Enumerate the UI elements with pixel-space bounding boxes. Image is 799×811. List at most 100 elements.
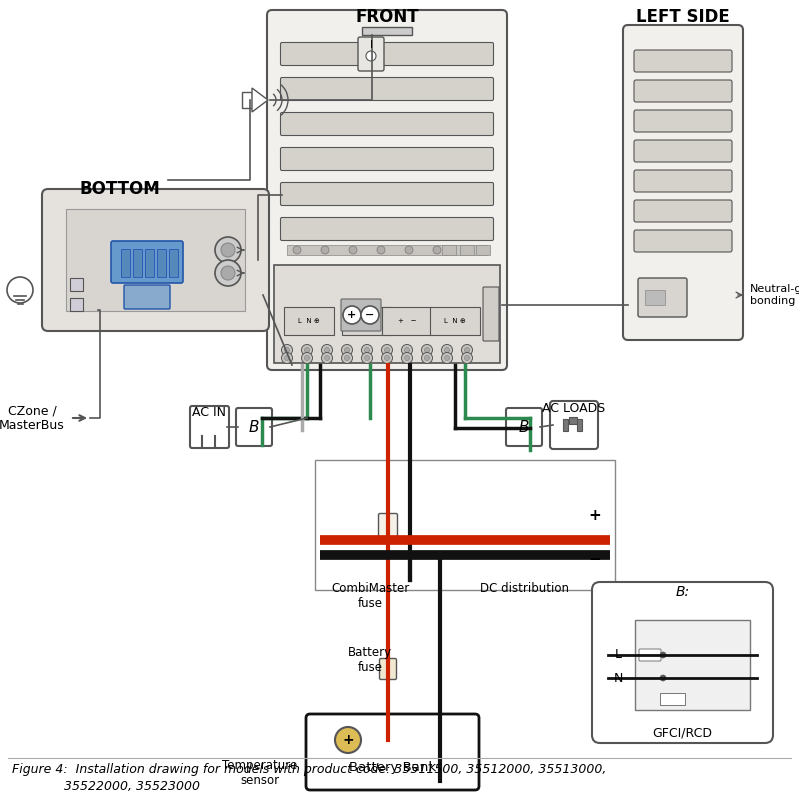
Bar [274,265,500,363]
FancyBboxPatch shape [280,217,494,241]
Circle shape [402,345,412,355]
FancyBboxPatch shape [280,148,494,170]
Text: B: B [248,419,259,435]
Circle shape [7,277,33,303]
Circle shape [462,353,472,363]
FancyBboxPatch shape [634,140,732,162]
Circle shape [341,345,352,355]
Circle shape [464,347,470,353]
Bar [342,307,392,335]
FancyBboxPatch shape [634,200,732,222]
Circle shape [344,355,349,361]
FancyBboxPatch shape [111,241,183,283]
Text: LEFT SIDE: LEFT SIDE [636,8,729,26]
Circle shape [442,353,452,363]
Circle shape [293,246,301,254]
Bar [133,249,142,277]
Text: L  N ⊕: L N ⊕ [444,318,466,324]
Bar [442,245,456,255]
Bar [476,245,490,255]
FancyBboxPatch shape [623,25,743,340]
Text: N: N [614,672,622,684]
Bar [460,245,474,255]
Circle shape [424,355,430,361]
FancyBboxPatch shape [634,170,732,192]
Text: DC distribution: DC distribution [480,582,570,595]
Circle shape [284,355,289,361]
Bar [635,620,750,710]
Circle shape [444,355,450,361]
Polygon shape [252,88,268,112]
FancyBboxPatch shape [634,50,732,72]
Circle shape [215,260,241,286]
FancyBboxPatch shape [380,659,396,680]
FancyBboxPatch shape [639,649,661,661]
Circle shape [442,345,452,355]
Circle shape [324,355,329,361]
Text: Battery
fuse: Battery fuse [348,646,392,674]
Bar [577,419,582,431]
Bar [645,290,665,305]
Circle shape [281,353,292,363]
FancyBboxPatch shape [280,113,494,135]
Circle shape [301,353,312,363]
FancyBboxPatch shape [236,408,272,446]
Circle shape [281,345,292,355]
FancyBboxPatch shape [280,78,494,101]
FancyBboxPatch shape [280,182,494,205]
Circle shape [433,246,441,254]
FancyBboxPatch shape [42,189,269,331]
Circle shape [215,237,241,263]
Circle shape [284,347,289,353]
Polygon shape [242,92,252,108]
Bar [145,249,154,277]
Circle shape [381,353,392,363]
Circle shape [304,355,309,361]
Text: B: B [519,419,529,435]
Bar [121,249,130,277]
Text: Figure 4:  Installation drawing for models with product code: 35511500, 35512000: Figure 4: Installation drawing for model… [12,763,606,776]
Circle shape [364,347,369,353]
FancyBboxPatch shape [634,110,732,132]
FancyBboxPatch shape [483,287,499,341]
Circle shape [221,243,235,257]
Circle shape [304,347,309,353]
Circle shape [221,266,235,280]
FancyBboxPatch shape [634,230,732,252]
FancyBboxPatch shape [190,406,229,448]
Text: +: + [342,733,354,747]
Text: AC LOADS: AC LOADS [543,402,606,415]
FancyBboxPatch shape [634,80,732,102]
Circle shape [344,347,349,353]
Text: 35522000, 35523000: 35522000, 35523000 [12,780,200,793]
FancyBboxPatch shape [306,714,479,790]
Circle shape [324,347,329,353]
Circle shape [349,246,357,254]
Text: Temperature
sensor: Temperature sensor [222,759,297,787]
Bar [157,249,166,277]
Bar [660,693,685,705]
Circle shape [321,353,332,363]
Circle shape [660,652,666,658]
Circle shape [422,353,432,363]
Circle shape [335,727,361,753]
Circle shape [384,347,389,353]
Circle shape [361,306,379,324]
Circle shape [660,675,666,681]
Circle shape [341,353,352,363]
Circle shape [402,353,412,363]
Text: CombiMaster
fuse: CombiMaster fuse [331,582,409,610]
Text: L: L [614,649,622,662]
FancyBboxPatch shape [124,285,170,309]
Bar [287,245,487,255]
Circle shape [381,345,392,355]
FancyBboxPatch shape [379,513,397,539]
Circle shape [361,353,372,363]
Bar [563,419,568,431]
Circle shape [404,347,410,353]
Text: L  N ⊕: L N ⊕ [298,318,320,324]
Bar [430,307,480,335]
Circle shape [424,347,430,353]
Circle shape [464,355,470,361]
Text: −: − [365,310,375,320]
